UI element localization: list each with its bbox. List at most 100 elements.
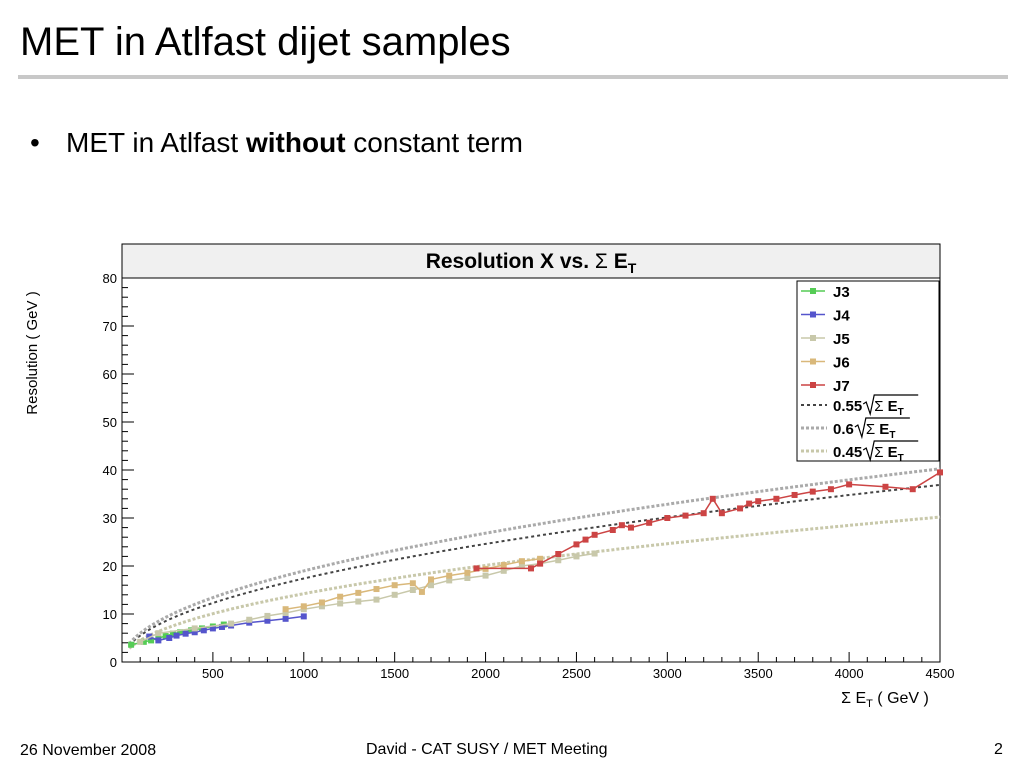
legend-marker (810, 335, 816, 341)
legend-fit-0.55: 0.55 Σ ET (801, 394, 919, 418)
title-divider (18, 75, 1008, 79)
data-point (555, 551, 562, 557)
data-point (148, 637, 155, 644)
legend-series-entries: J3 J4 J5 J6 J7 (801, 284, 850, 395)
data-point (909, 486, 916, 493)
data-point (618, 522, 625, 529)
series-segment (267, 612, 286, 617)
sqrt-symbol (854, 417, 910, 440)
data-point (573, 541, 580, 548)
legend-box (796, 280, 940, 462)
data-point (709, 495, 716, 502)
x-axis-label: Σ ET ( GeV ) (841, 690, 929, 710)
legend-fit-0.45: 0.45 Σ ET (801, 440, 919, 464)
data-point (518, 563, 525, 569)
data-point (473, 565, 480, 572)
data-point (162, 633, 169, 640)
legend-entry-j3: J3 (801, 284, 850, 301)
series-segment (667, 514, 686, 519)
data-point (428, 582, 435, 589)
series-segment (594, 529, 613, 536)
data-point (177, 629, 184, 636)
data-point (664, 515, 671, 521)
bullet-text-prefix: MET in Atlfast (66, 127, 246, 158)
data-point (228, 620, 235, 627)
data-point (700, 510, 707, 517)
series-segment (558, 555, 577, 561)
series-segment (321, 596, 341, 604)
data-point (209, 625, 216, 632)
data-point (537, 555, 544, 562)
data-point (318, 599, 325, 606)
data-point (846, 481, 853, 488)
bullet-dot: • (30, 127, 40, 158)
fit-curve-0.55 (128, 483, 941, 646)
series-segment (812, 488, 832, 493)
series-segment (339, 592, 359, 598)
y-tick-label: 70 (103, 319, 117, 334)
bullet-text-bold: without (246, 127, 346, 158)
x-tick-label: 2500 (562, 666, 591, 681)
series-segment (158, 627, 195, 634)
series-segment (721, 507, 741, 514)
data-point (146, 633, 153, 640)
data-point (591, 531, 598, 538)
data-point (482, 572, 489, 579)
data-point (882, 483, 889, 490)
data-point (755, 498, 762, 505)
data-point (246, 616, 253, 623)
data-point (555, 557, 562, 564)
bullet-item: • MET in Atlfast without constant term (30, 124, 523, 162)
data-point (627, 524, 634, 531)
data-point (191, 629, 198, 636)
series-segment (230, 619, 250, 625)
legend-entry-j6: J6 (801, 355, 850, 372)
data-point (446, 572, 453, 579)
y-tick-label: 10 (103, 607, 117, 622)
series-segment (467, 574, 486, 579)
series-segment (539, 559, 559, 565)
data-point (500, 562, 507, 569)
series-segment (285, 605, 304, 610)
legend-marker (810, 311, 816, 318)
legend-entry-j5: J5 (801, 331, 850, 348)
data-point (264, 617, 271, 624)
legend-fit-label: 0.55 Σ ET (833, 398, 904, 418)
data-point (773, 495, 780, 502)
series-segment (648, 517, 668, 524)
y-tick-label: 20 (103, 559, 117, 574)
chart-title-box (121, 243, 941, 279)
data-point (355, 598, 362, 605)
series-segment (321, 602, 341, 608)
page-number: 2 (994, 741, 1003, 758)
x-tick-label: 1000 (289, 666, 318, 681)
data-point (827, 486, 834, 493)
data-point (573, 553, 580, 560)
series-segment (630, 522, 650, 529)
data-point (188, 627, 195, 634)
legend-fit-entries: 0.55 Σ ET 0.6 Σ ET 0.45 Σ ET (801, 394, 919, 464)
data-point (173, 632, 180, 639)
data-point (155, 630, 162, 637)
footer-presenter: David - CAT SUSY / MET Meeting (366, 741, 608, 758)
chart-legend: J3 J4 J5 J6 J7 0.55 Σ ET 0.6 Σ ET 0.45 Σ ET (796, 280, 940, 464)
legend-label: J4 (833, 308, 850, 325)
data-point (464, 575, 471, 581)
sqrt-symbol (862, 440, 919, 463)
data-point (155, 637, 162, 644)
series-segment (539, 553, 559, 565)
data-point (373, 586, 380, 593)
series-segment (430, 574, 450, 581)
data-point (446, 577, 453, 584)
series-segment (285, 615, 304, 620)
data-point (791, 491, 798, 498)
x-tick-label: 3000 (653, 666, 682, 681)
data-point (937, 469, 943, 476)
series-segment (758, 498, 777, 502)
data-point (428, 576, 435, 583)
data-point (282, 615, 289, 622)
data-point (282, 610, 289, 617)
data-point (464, 569, 471, 576)
series-segment (303, 605, 323, 610)
